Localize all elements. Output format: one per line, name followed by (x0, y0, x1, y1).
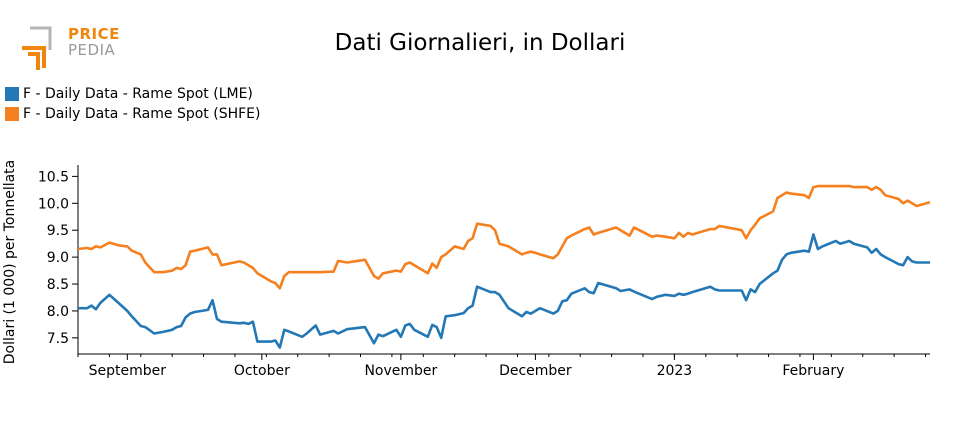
x-tick-label: October (234, 363, 290, 379)
logo-word-price: PRICE (68, 25, 120, 43)
legend-label-shfe: F - Daily Data - Rame Spot (SHFE) (23, 106, 261, 122)
y-tick-label: 10.5 (38, 169, 69, 185)
pricepedia-logo: PRICE PEDIA (18, 24, 128, 74)
y-tick-label: 7.5 (47, 331, 69, 347)
y-tick-label: 8.5 (47, 277, 69, 293)
y-tick-label: 9.0 (47, 250, 69, 266)
x-tick-label: November (364, 363, 437, 379)
x-tick-label: February (782, 363, 844, 379)
logo-mark-icon (22, 26, 52, 70)
chart-legend: F - Daily Data - Rame Spot (LME) F - Dai… (5, 84, 260, 124)
x-tick-label: September (89, 363, 167, 379)
series-line-shfe (77, 184, 931, 290)
x-tick-label: 2023 (657, 363, 693, 379)
y-tick-label: 9.5 (47, 223, 69, 239)
x-tick-label: December (499, 363, 572, 379)
series-line-lme (78, 233, 930, 349)
legend-swatch-lme (5, 87, 19, 101)
y-tick-label: 8.0 (47, 304, 69, 320)
chart-axes: 7.5 8.0 8.5 9.0 9.5 10.0 10.5 September October N… (38, 165, 930, 379)
logo-word-pedia: PEDIA (68, 41, 116, 59)
chart-lines (77, 184, 931, 349)
legend-swatch-shfe (5, 107, 19, 121)
legend-item-lme: F - Daily Data - Rame Spot (LME) (5, 84, 260, 104)
y-tick-label: 10.0 (38, 196, 69, 212)
legend-item-shfe: F - Daily Data - Rame Spot (SHFE) (5, 104, 260, 124)
legend-label-lme: F - Daily Data - Rame Spot (LME) (23, 86, 253, 102)
chart-title: Dati Giornalieri, in Dollari (334, 30, 626, 56)
